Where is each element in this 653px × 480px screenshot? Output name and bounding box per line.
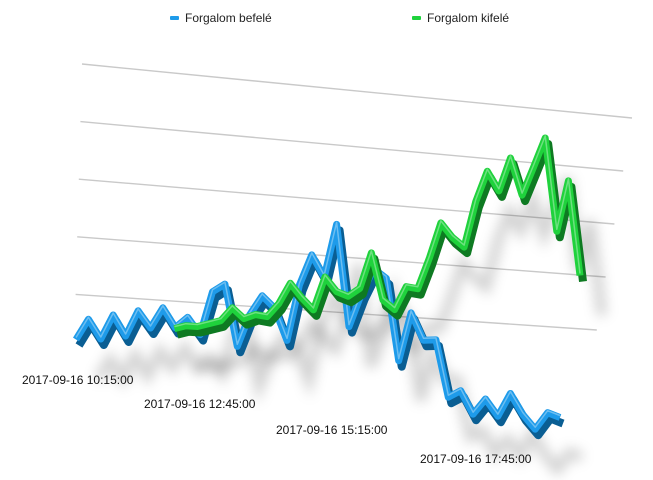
series-highlight-1 — [174, 135, 581, 328]
legend-item-outbound[interactable]: Forgalom kifelé — [412, 10, 509, 26]
legend-label-inbound: Forgalom befelé — [185, 11, 272, 25]
series-1 — [173, 134, 587, 339]
x-tick-label: 2017-09-16 10:15:00 — [22, 373, 134, 387]
x-tick-label: 2017-09-16 15:15:00 — [276, 423, 388, 437]
gridline — [81, 63, 633, 119]
series-line-1 — [173, 134, 584, 332]
legend-swatch-outbound — [412, 16, 421, 20]
series-line-0 — [73, 220, 562, 433]
series-group — [73, 134, 587, 440]
x-tick-label: 2017-09-16 12:45:00 — [144, 397, 256, 411]
series-shadow-0 — [93, 263, 584, 478]
x-tick-label: 2017-09-16 17:45:00 — [420, 452, 532, 466]
legend-swatch-inbound — [170, 16, 179, 20]
legend-item-inbound[interactable]: Forgalom befelé — [170, 10, 272, 26]
legend-label-outbound: Forgalom kifelé — [427, 11, 510, 25]
x-tick-labels: 2017-09-16 10:15:00 2017-09-16 12:45:00 20… — [22, 373, 532, 466]
series-0 — [73, 220, 565, 440]
gridline — [75, 293, 597, 331]
series-highlight-0 — [75, 221, 561, 428]
